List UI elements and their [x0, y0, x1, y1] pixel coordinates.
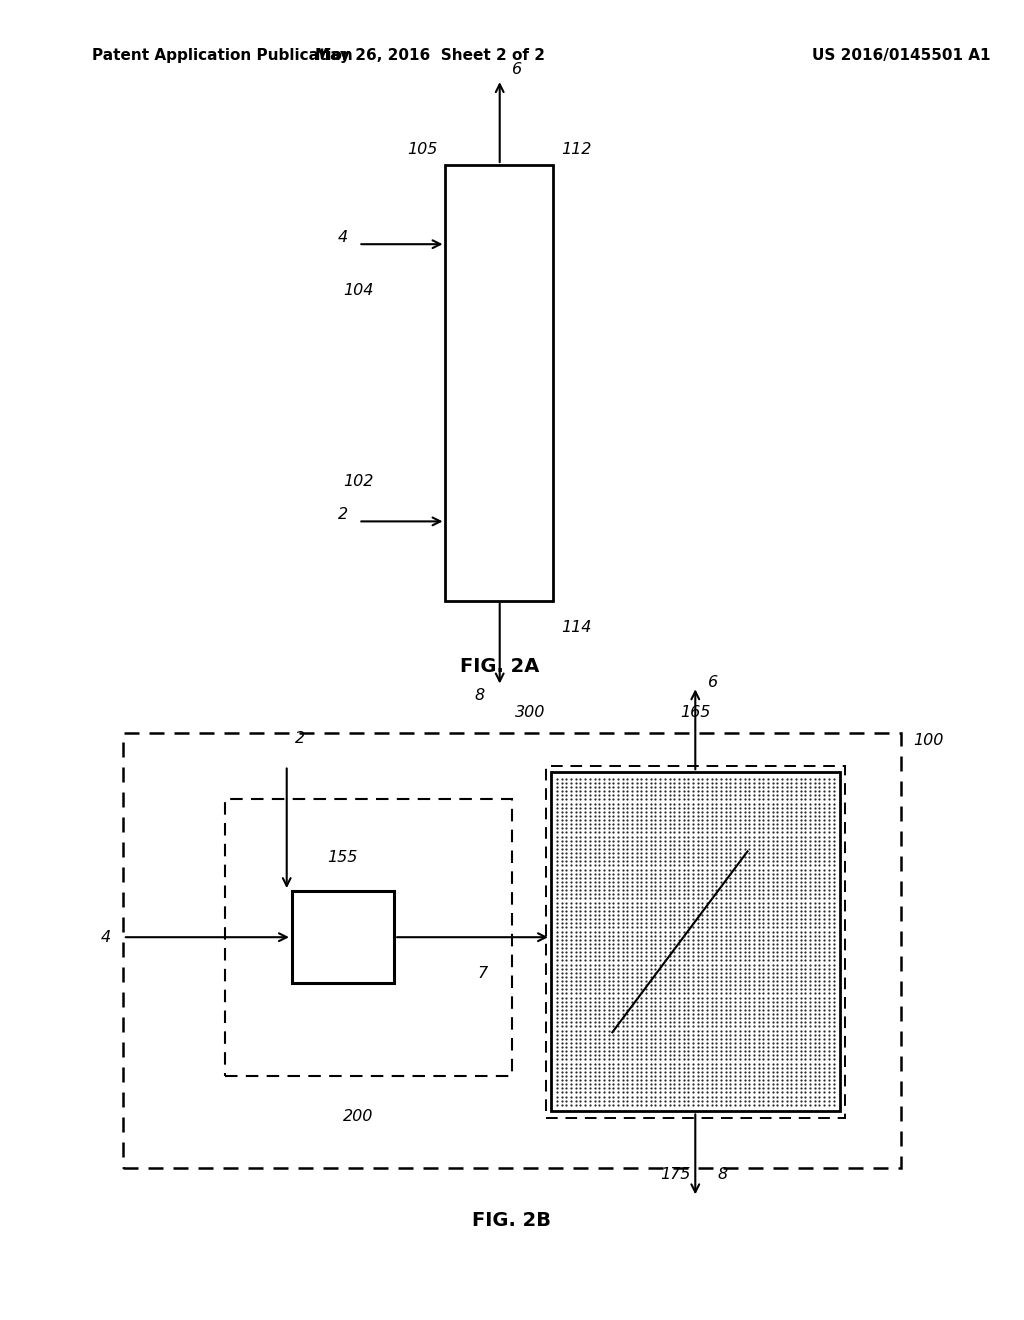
- Text: 102: 102: [343, 474, 374, 490]
- Text: 200: 200: [343, 1109, 374, 1123]
- Text: 8: 8: [474, 688, 484, 704]
- Text: FIG. 2A: FIG. 2A: [460, 657, 540, 676]
- Text: 4: 4: [100, 929, 111, 945]
- Text: 105: 105: [407, 141, 437, 157]
- Text: 175: 175: [659, 1167, 690, 1183]
- Text: 104: 104: [343, 282, 374, 298]
- Polygon shape: [445, 165, 553, 601]
- Polygon shape: [292, 891, 394, 983]
- Text: US 2016/0145501 A1: US 2016/0145501 A1: [812, 48, 990, 63]
- Text: 4: 4: [338, 230, 348, 246]
- Text: 6: 6: [708, 675, 718, 690]
- Text: 112: 112: [561, 141, 592, 157]
- Text: 7: 7: [478, 966, 487, 981]
- Text: Patent Application Publication: Patent Application Publication: [92, 48, 353, 63]
- Text: 6: 6: [512, 62, 522, 78]
- Text: 8: 8: [718, 1167, 728, 1183]
- Text: 114: 114: [561, 619, 592, 635]
- Text: FIG. 2B: FIG. 2B: [472, 1212, 552, 1230]
- Text: 155: 155: [328, 850, 358, 865]
- Text: 2: 2: [295, 731, 305, 746]
- Text: 300: 300: [515, 705, 546, 721]
- Text: 100: 100: [913, 733, 944, 747]
- Text: 2: 2: [338, 507, 348, 523]
- Text: 165: 165: [680, 705, 711, 721]
- Text: May 26, 2016  Sheet 2 of 2: May 26, 2016 Sheet 2 of 2: [315, 48, 545, 63]
